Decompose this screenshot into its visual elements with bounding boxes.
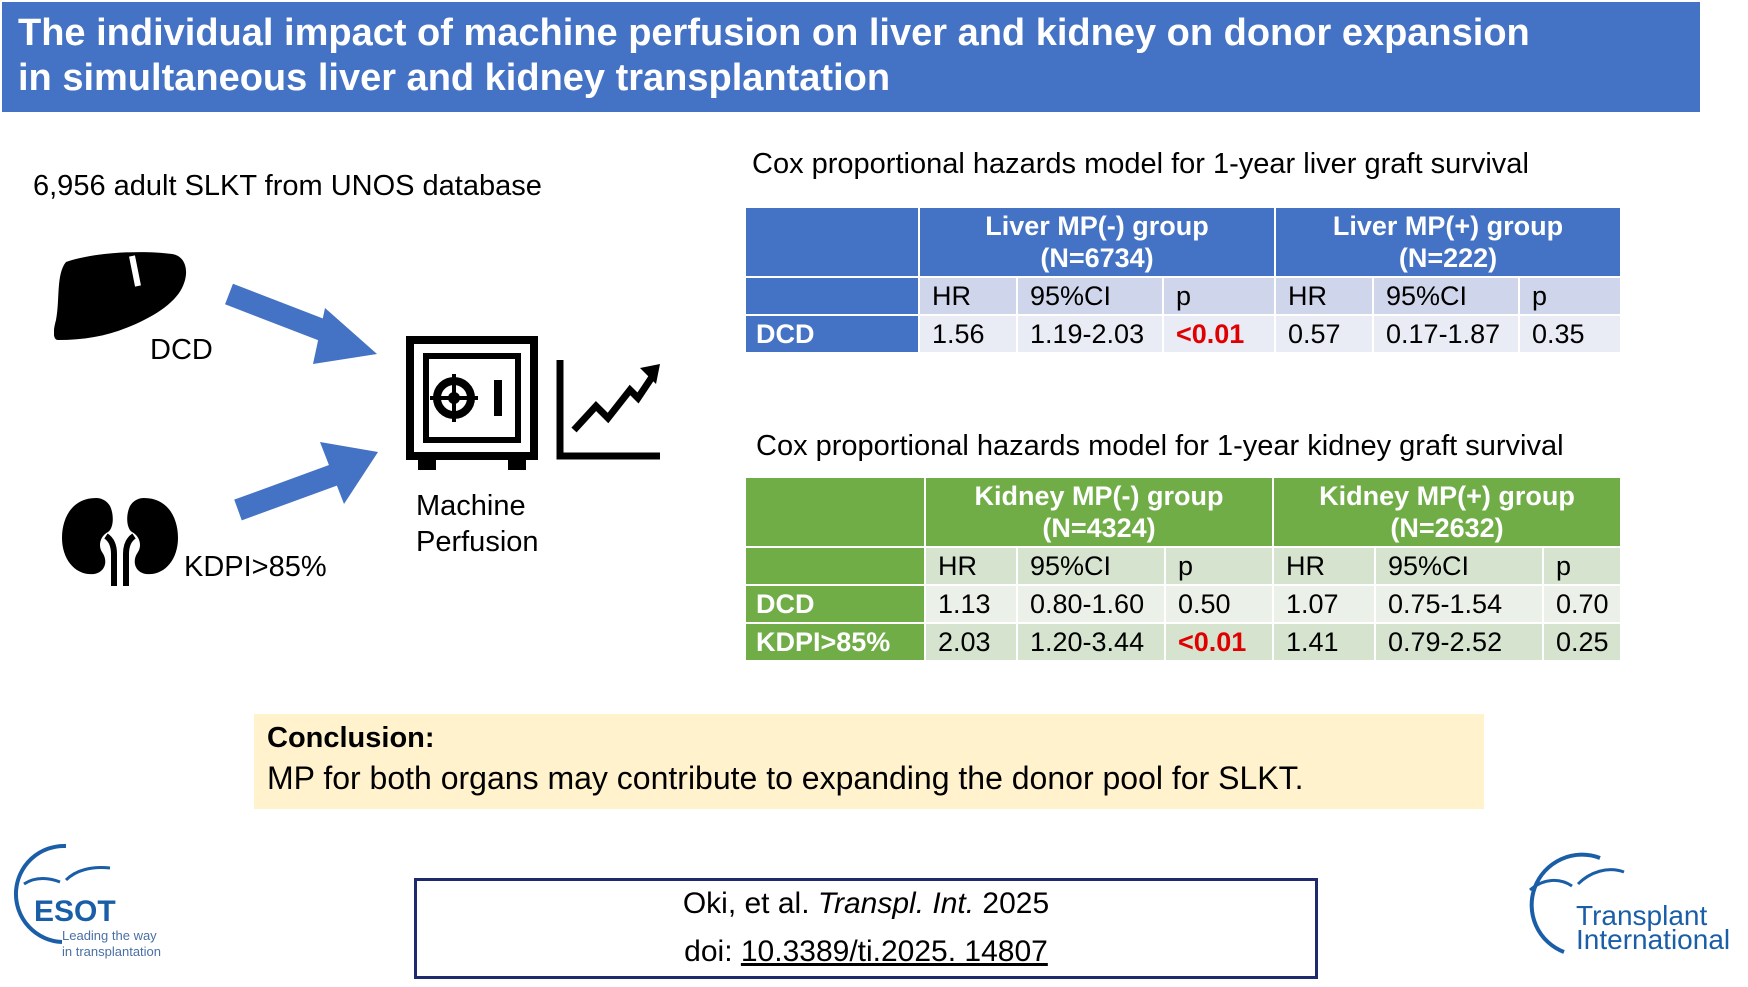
table-cell: 1.19-2.03 <box>1016 314 1164 354</box>
table-cell-significant: <0.01 <box>1164 622 1274 662</box>
group-title: Kidney MP(-) group <box>974 481 1224 511</box>
table-corner <box>744 476 926 548</box>
liver-table-caption: Cox proportional hazards model for 1-yea… <box>752 148 1529 180</box>
column-header: p <box>1518 276 1623 316</box>
group-title: Liver MP(+) group <box>1332 211 1564 241</box>
mp-label-line-2: Perfusion <box>416 526 539 558</box>
conclusion-heading: Conclusion: <box>267 722 435 754</box>
column-header: p <box>1161 276 1277 316</box>
dcd-label: DCD <box>150 334 213 366</box>
table-row: DCD 1.13 0.80-1.60 0.50 1.07 0.75-1.54 0… <box>744 584 1623 624</box>
group-title: Kidney MP(+) group <box>1319 481 1575 511</box>
table-cell: 0.25 <box>1541 622 1623 662</box>
table-cell-significant: <0.01 <box>1161 314 1277 354</box>
table-row: KDPI>85% 2.03 1.20-3.44 <0.01 1.41 0.79-… <box>744 622 1623 662</box>
arrow-icon <box>234 442 378 521</box>
table-cell: 0.50 <box>1164 584 1274 624</box>
column-header: p <box>1541 546 1623 586</box>
title-line-1: The individual impact of machine perfusi… <box>18 12 1530 54</box>
doi-link[interactable]: 10.3389/ti.2025. 14807 <box>740 935 1048 968</box>
column-header: HR <box>1272 546 1376 586</box>
column-header: HR <box>918 276 1018 316</box>
table-cell: 1.07 <box>1272 584 1376 624</box>
mp-label-line-1: Machine <box>416 490 526 522</box>
doi-prefix: doi: <box>684 935 733 968</box>
citation-box: Oki, et al. Transpl. Int. 2025 doi: 10.3… <box>414 878 1318 979</box>
conclusion-box: Conclusion: MP for both organs may contr… <box>254 714 1484 809</box>
citation-line: Oki, et al. Transpl. Int. 2025 <box>417 887 1315 921</box>
esot-tagline-2: in transplantation <box>62 944 162 959</box>
column-header: 95%CI <box>1372 276 1521 316</box>
column-header: 95%CI <box>1016 546 1166 586</box>
column-header: HR <box>1274 276 1375 316</box>
citation-authors: Oki, et al. <box>682 887 810 920</box>
trend-up-chart-icon <box>556 360 660 460</box>
row-label: DCD <box>744 314 920 354</box>
group-n: (N=4324) <box>1042 513 1156 543</box>
kdpi-label: KDPI>85% <box>184 551 327 583</box>
esot-tagline-1: Leading the way <box>62 928 157 943</box>
machine-perfusion-icon <box>406 336 538 470</box>
title-line-2: in simultaneous liver and kidney transpl… <box>18 57 891 99</box>
table-row-header-blank <box>744 546 926 586</box>
liver-mp-positive-header: Liver MP(+) group (N=222) <box>1274 206 1623 278</box>
group-n: (N=2632) <box>1390 513 1504 543</box>
esot-name: ESOT <box>34 895 116 928</box>
table-cell: 2.03 <box>924 622 1018 662</box>
arrow-icon <box>225 283 377 364</box>
doi-line: doi: 10.3389/ti.2025. 14807 <box>417 935 1315 969</box>
table-cell: 0.80-1.60 <box>1016 584 1166 624</box>
esot-logo-icon <box>13 843 111 944</box>
transplant-international-logo-icon <box>1529 852 1625 954</box>
row-label: KDPI>85% <box>744 622 926 662</box>
cohort-text: 6,956 adult SLKT from UNOS database <box>33 170 542 202</box>
column-header: p <box>1164 546 1274 586</box>
liver-mp-negative-header: Liver MP(-) group (N=6734) <box>917 206 1277 278</box>
table-row-header-blank <box>744 276 920 316</box>
liver-icon <box>54 252 187 340</box>
column-header: HR <box>924 546 1018 586</box>
table-cell: 1.20-3.44 <box>1016 622 1166 662</box>
table-cell: 1.13 <box>924 584 1018 624</box>
column-header: 95%CI <box>1374 546 1544 586</box>
kidney-table-caption: Cox proportional hazards model for 1-yea… <box>756 430 1564 462</box>
group-n: (N=222) <box>1398 243 1498 273</box>
table-cell: 0.35 <box>1518 314 1623 354</box>
table-cell: 0.70 <box>1541 584 1623 624</box>
group-title: Liver MP(-) group <box>985 211 1209 241</box>
citation-year: 2025 <box>982 887 1050 920</box>
table-cell: 1.56 <box>918 314 1018 354</box>
kidney-mp-negative-header: Kidney MP(-) group (N=4324) <box>924 476 1274 548</box>
kidney-icon <box>62 498 178 586</box>
table-cell: 0.75-1.54 <box>1374 584 1544 624</box>
citation-journal: Transpl. Int. <box>817 887 975 920</box>
table-corner <box>744 206 920 278</box>
table-cell: 0.79-2.52 <box>1374 622 1544 662</box>
table-cell: 0.17-1.87 <box>1372 314 1521 354</box>
table-cell: 0.57 <box>1274 314 1375 354</box>
ti-name-line-1: Transplant <box>1576 900 1708 931</box>
kidney-results-table: Kidney MP(-) group (N=4324) Kidney MP(+)… <box>744 476 1623 662</box>
row-label: DCD <box>744 584 926 624</box>
table-row: DCD 1.56 1.19-2.03 <0.01 0.57 0.17-1.87 … <box>744 314 1623 354</box>
conclusion-text: MP for both organs may contribute to exp… <box>267 760 1304 796</box>
ti-name-line-2: International <box>1576 924 1731 955</box>
title-banner: The individual impact of machine perfusi… <box>2 2 1700 112</box>
column-header: 95%CI <box>1016 276 1164 316</box>
kidney-mp-positive-header: Kidney MP(+) group (N=2632) <box>1271 476 1623 548</box>
table-cell: 1.41 <box>1272 622 1376 662</box>
group-n: (N=6734) <box>1040 243 1154 273</box>
liver-results-table: Liver MP(-) group (N=6734) Liver MP(+) g… <box>744 206 1623 354</box>
